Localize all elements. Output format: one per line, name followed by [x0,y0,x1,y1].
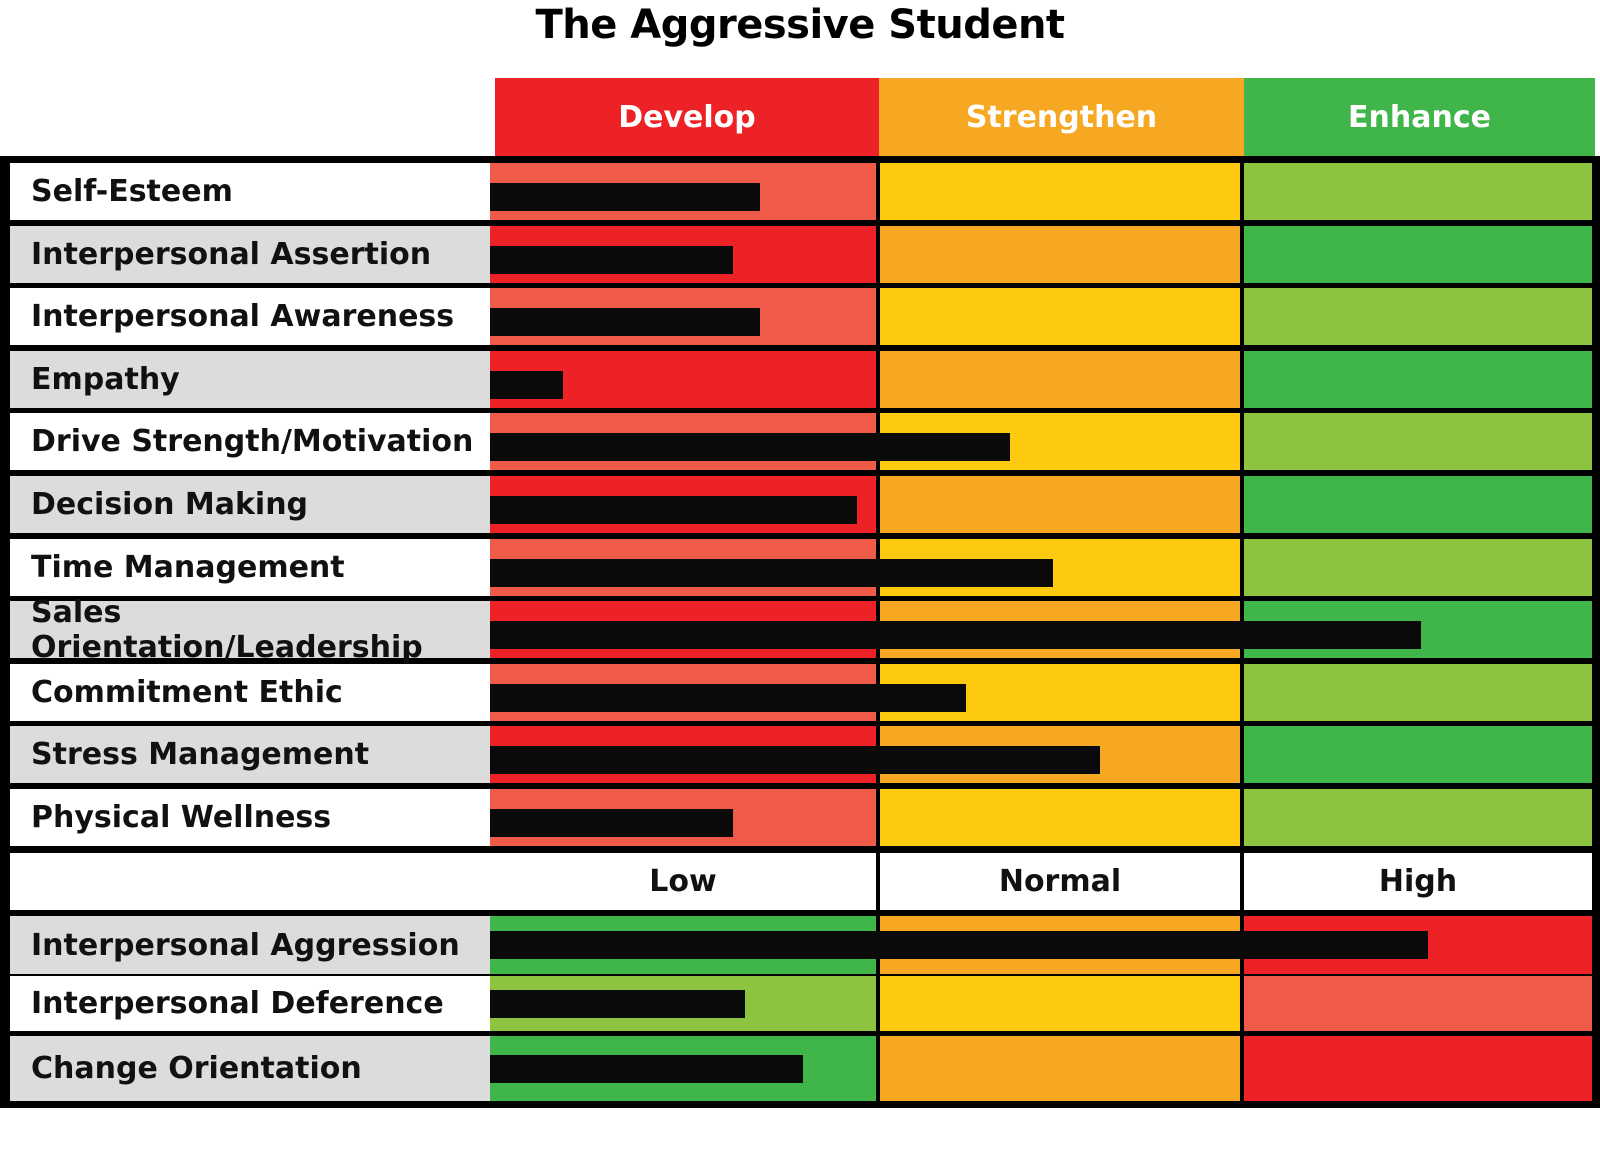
row-label: Time Management [10,538,490,596]
row-label: Interpersonal Deference [10,976,490,1031]
row-label: Empathy [10,350,490,408]
value-bar [490,308,761,337]
scale-row-blank [10,853,490,910]
value-bar [490,496,857,524]
value-bar [490,990,745,1018]
row-label: Decision Making [10,476,490,533]
zone-cell [1244,288,1592,346]
row-label: Drive Strength/Motivation [10,413,490,471]
value-bar [490,621,1422,650]
scale-label-low: Low [490,853,876,910]
row-label: Sales Orientation/Leadership [10,595,490,665]
row-label: Change Orientation [10,1036,490,1101]
zone-cell [880,350,1240,408]
row-label: Physical Wellness [10,789,490,846]
zone-cell [880,225,1240,283]
value-bar [490,746,1100,775]
value-bar [490,1055,803,1083]
zone-cell [880,476,1240,533]
chart-title: The Aggressive Student [535,2,1065,48]
zone-cell [880,163,1240,220]
row-label: Stress Management [10,726,490,784]
scale-label-normal: Normal [880,853,1240,910]
zone-cell [1244,163,1592,220]
zone-cell [880,976,1240,1031]
zone-header-strengthen: Strengthen [879,78,1244,156]
row-label: Interpersonal Assertion [10,225,490,283]
value-bar [490,683,967,712]
zone-cell [880,789,1240,846]
value-bar [490,370,564,399]
row-label: Interpersonal Aggression [10,916,490,974]
value-bar [490,809,734,837]
value-bar [490,931,1429,959]
zone-header-enhance: Enhance [1244,78,1595,156]
row-label: Self-Esteem [10,163,490,220]
zone-cell [1244,663,1592,721]
zone-cell [1244,538,1592,596]
zone-cell [1244,726,1592,784]
value-bar [490,433,1010,462]
zone-cell [1244,350,1592,408]
row-label: Commitment Ethic [10,663,490,721]
zone-cell [880,288,1240,346]
zone-cell [1244,225,1592,283]
value-bar [490,183,761,211]
scale-label-high: High [1244,853,1592,910]
zone-cell [1244,976,1592,1031]
zone-cell [1244,413,1592,471]
value-bar [490,558,1053,587]
zone-cell [880,1036,1240,1101]
zone-header-develop: Develop [495,78,879,156]
zone-cell [1244,476,1592,533]
zone-cell [1244,1036,1592,1101]
value-bar [490,245,734,274]
row-label: Interpersonal Awareness [10,288,490,346]
zone-cell [1244,789,1592,846]
